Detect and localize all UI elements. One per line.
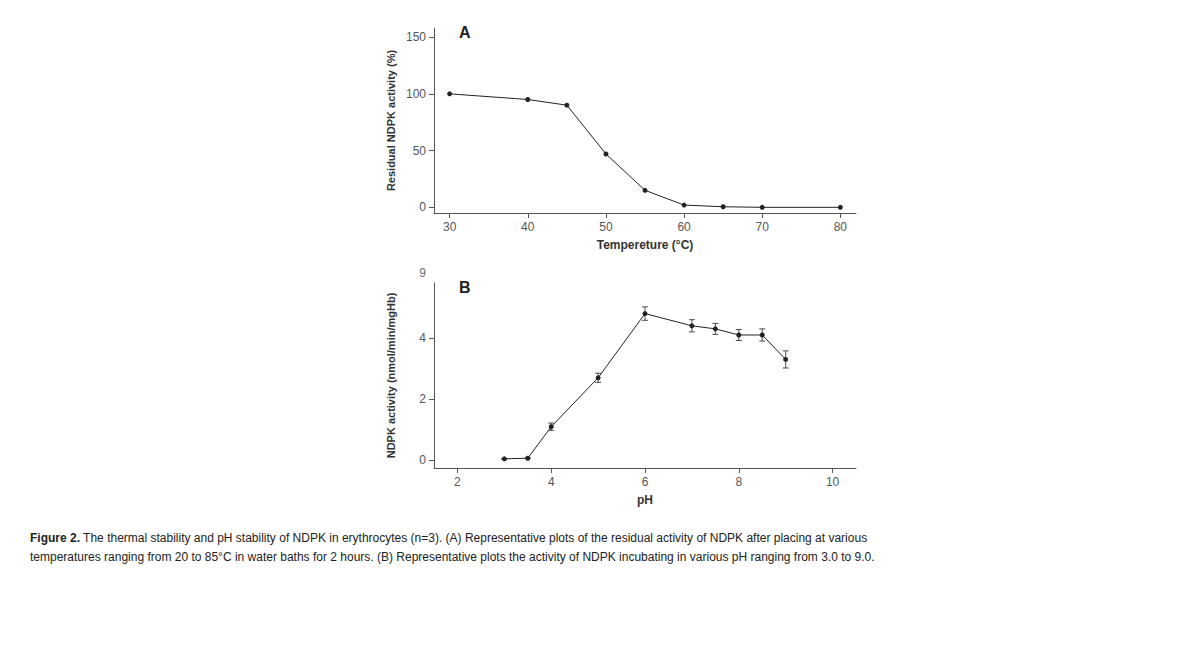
- svg-text:6: 6: [642, 475, 649, 489]
- svg-text:8: 8: [735, 475, 742, 489]
- svg-text:A: A: [459, 24, 471, 41]
- svg-text:100: 100: [406, 87, 426, 101]
- svg-text:pH: pH: [637, 493, 653, 507]
- svg-text:0: 0: [419, 453, 426, 467]
- svg-text:30: 30: [443, 220, 457, 234]
- svg-text:50: 50: [599, 220, 613, 234]
- svg-text:4: 4: [548, 475, 555, 489]
- svg-text:80: 80: [834, 220, 848, 234]
- svg-text:2: 2: [419, 392, 426, 406]
- svg-text:temperatures ranging from 20 t: temperatures ranging from 20 to 85°C in …: [30, 550, 875, 564]
- svg-text:4: 4: [419, 331, 426, 345]
- svg-text:50: 50: [413, 144, 427, 158]
- svg-text:10: 10: [826, 475, 840, 489]
- svg-text:B: B: [459, 279, 471, 296]
- svg-text:9: 9: [419, 266, 426, 280]
- svg-text:The thermal stability and pH s: The thermal stability and pH stability o…: [80, 531, 870, 545]
- svg-text:150: 150: [406, 30, 426, 44]
- svg-text:0: 0: [419, 200, 426, 214]
- svg-text:Residual NDPK activity (%): Residual NDPK activity (%): [385, 50, 397, 192]
- svg-text:NDPK activity (nmol/min/mgHb): NDPK activity (nmol/min/mgHb): [385, 292, 397, 458]
- svg-text:70: 70: [756, 220, 770, 234]
- svg-text:2: 2: [454, 475, 461, 489]
- svg-text:40: 40: [521, 220, 535, 234]
- svg-text:Tempereture (°C): Tempereture (°C): [597, 238, 694, 252]
- svg-text:60: 60: [677, 220, 691, 234]
- svg-text:Figure 2.: Figure 2.: [30, 531, 80, 545]
